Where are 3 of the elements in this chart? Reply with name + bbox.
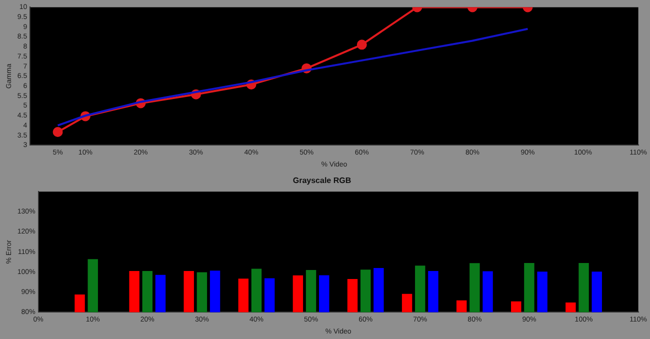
point	[52, 126, 63, 137]
point	[356, 40, 367, 50]
chart-title: Grayscale RGB	[292, 176, 352, 186]
